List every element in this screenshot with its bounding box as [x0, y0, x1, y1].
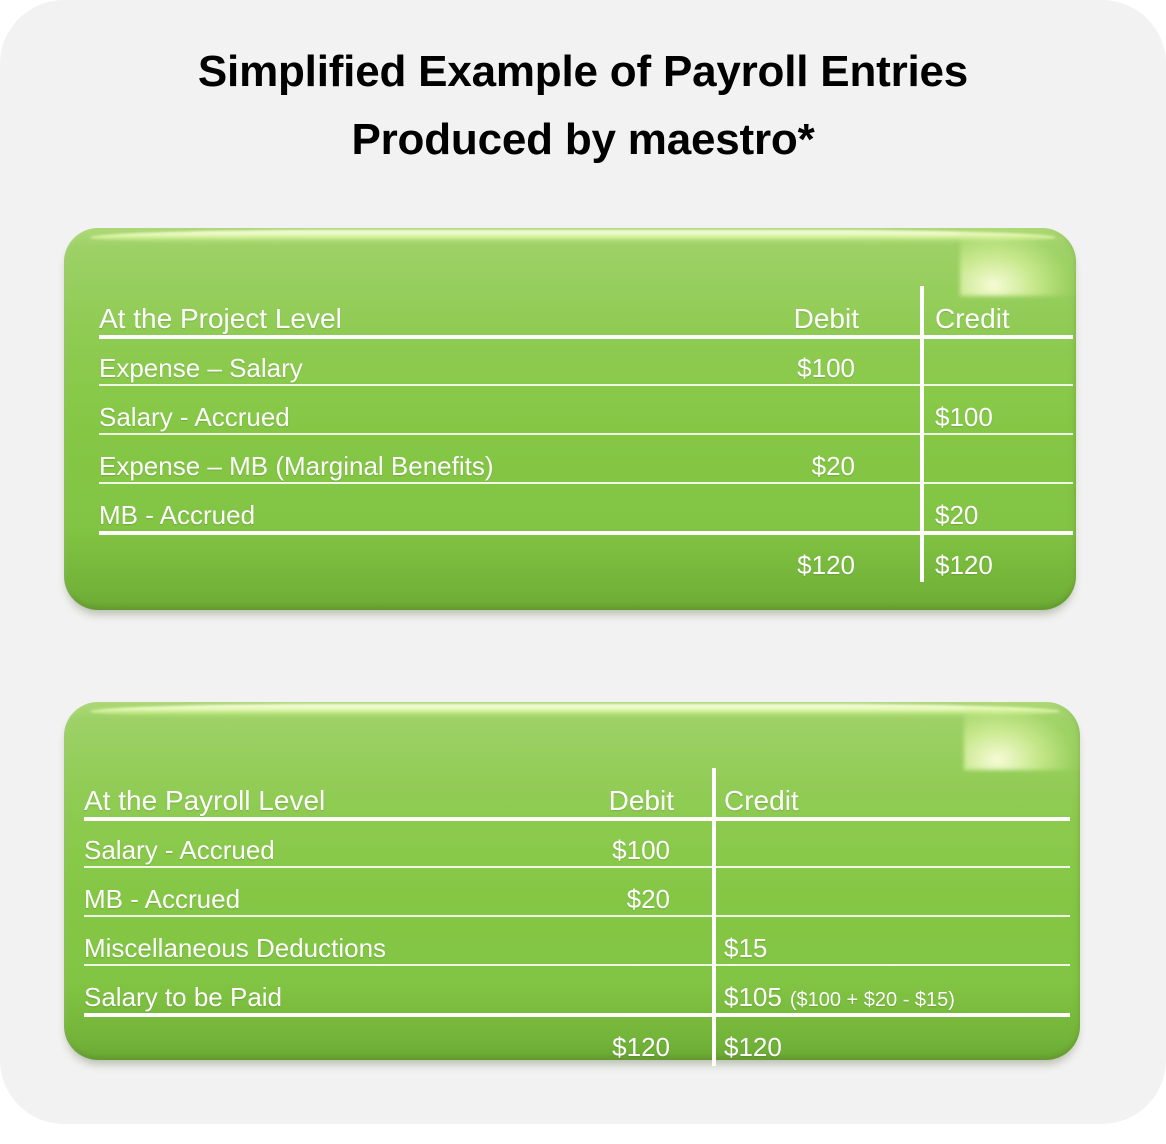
table-total-row: $120 $120: [99, 531, 1073, 581]
table-total-row: $120 $120: [84, 1013, 1070, 1063]
total-credit: $120: [724, 1032, 782, 1062]
row-debit: $20: [811, 451, 855, 481]
header-debit: Debit: [608, 785, 674, 816]
card-corner-gloss: [964, 702, 1080, 770]
header-rule: [99, 335, 1073, 339]
table-row: Salary - Accrued $100: [84, 817, 1070, 866]
row-label: MB - Accrued: [84, 884, 241, 914]
row-rule: [84, 964, 1070, 966]
table-row: MB - Accrued $20: [84, 866, 1070, 915]
row-debit: $100: [612, 835, 670, 865]
header-label: At the Project Level: [99, 303, 342, 334]
table-header-row: At the Project Level Debit Credit: [99, 286, 1073, 335]
table-row: MB - Accrued $20: [99, 482, 1073, 531]
total-debit: $120: [797, 550, 855, 580]
payroll-level-table: At the Payroll Level Debit Credit Salary…: [84, 768, 1070, 1066]
row-rule: [84, 915, 1070, 917]
row-label: Expense – Salary: [99, 353, 303, 383]
header-label: At the Payroll Level: [84, 785, 326, 816]
totals-rule: [99, 531, 1073, 535]
row-debit: $100: [797, 353, 855, 383]
card-top-gloss: [90, 230, 1056, 245]
header-debit: Debit: [793, 303, 859, 334]
header-rule: [84, 817, 1070, 821]
header-credit: Credit: [935, 303, 1010, 334]
row-label: Salary - Accrued: [84, 835, 275, 865]
total-credit: $120: [935, 550, 993, 580]
table-row: Miscellaneous Deductions $15: [84, 915, 1070, 964]
row-rule: [99, 384, 1073, 386]
total-debit: $120: [612, 1032, 670, 1062]
row-rule: [99, 482, 1073, 484]
table-row: Expense – MB (Marginal Benefits) $20: [99, 433, 1073, 482]
row-label: Miscellaneous Deductions: [84, 933, 387, 963]
table-row: Salary - Accrued $100: [99, 384, 1073, 433]
slide-title: Simplified Example of Payroll Entries Pr…: [0, 38, 1166, 174]
title-line-2: Produced by maestro*: [351, 115, 815, 165]
row-credit-note: ($100 + $20 - $15): [789, 989, 955, 1011]
card-top-gloss: [90, 704, 1060, 719]
row-credit: $15: [724, 933, 768, 963]
table-row: Expense – Salary $100: [99, 335, 1073, 384]
row-label: Salary to be Paid: [84, 982, 283, 1012]
row-rule: [99, 433, 1073, 435]
row-label: Salary - Accrued: [99, 402, 290, 432]
table-row: Salary to be Paid $105 ($100 + $20 - $15): [84, 964, 1070, 1013]
row-credit: $105: [724, 982, 782, 1012]
row-credit: $100: [935, 402, 993, 432]
row-credit-group: $105 ($100 + $20 - $15): [712, 982, 1070, 1013]
row-label: MB - Accrued: [99, 500, 256, 530]
header-credit: Credit: [724, 785, 799, 816]
table-header-row: At the Payroll Level Debit Credit: [84, 768, 1070, 817]
row-label: Expense – MB (Marginal Benefits): [99, 451, 494, 481]
row-rule: [84, 866, 1070, 868]
totals-rule: [84, 1013, 1070, 1017]
column-separator: [712, 768, 716, 1066]
project-level-table: At the Project Level Debit Credit Expens…: [99, 286, 1073, 582]
title-line-1: Simplified Example of Payroll Entries: [197, 47, 969, 96]
row-debit: $20: [626, 884, 670, 914]
row-credit: $20: [935, 500, 979, 530]
